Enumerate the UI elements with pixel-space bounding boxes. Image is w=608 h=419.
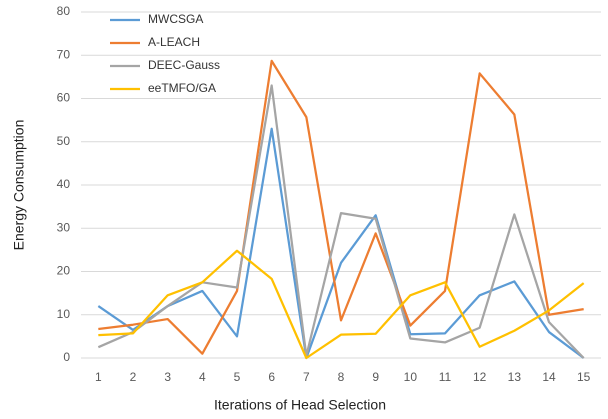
legend-label: MWCSGA — [148, 12, 203, 26]
x-tick-label: 10 — [404, 370, 418, 384]
x-tick-label: 2 — [130, 370, 137, 384]
legend-label: eeTMFO/GA — [148, 81, 216, 95]
x-tick-label: 13 — [508, 370, 522, 384]
series-line — [97, 127, 585, 360]
y-tick-label: 80 — [57, 4, 71, 18]
y-tick-label: 0 — [63, 350, 70, 364]
x-axis-title: Iterations of Head Selection — [214, 397, 386, 413]
x-tick-label: 15 — [577, 370, 591, 384]
y-tick-label: 10 — [57, 307, 71, 321]
x-tick-label: 4 — [199, 370, 206, 384]
y-tick-label: 70 — [57, 47, 71, 61]
series-line — [98, 59, 584, 355]
legend-label: DEEC-Gauss — [148, 58, 220, 72]
x-tick-label: 7 — [303, 370, 310, 384]
series-line — [98, 249, 585, 360]
y-tick-label: 50 — [57, 134, 71, 148]
x-tick-label: 6 — [268, 370, 275, 384]
x-tick-label: 3 — [164, 370, 171, 384]
x-tick-label: 5 — [234, 370, 241, 384]
legend-label: A-LEACH — [148, 35, 200, 49]
x-tick-label: 1 — [95, 370, 102, 384]
y-tick-label: 30 — [57, 220, 71, 234]
y-tick-label: 40 — [57, 177, 71, 191]
y-tick-label: 20 — [57, 264, 71, 278]
y-tick-label: 60 — [57, 91, 71, 105]
x-tick-label: 9 — [372, 370, 379, 384]
series-line — [97, 84, 585, 359]
x-tick-label: 14 — [542, 370, 556, 384]
x-tick-label: 11 — [439, 370, 452, 384]
x-tick-label: 12 — [473, 370, 487, 384]
x-tick-label: 8 — [338, 370, 345, 384]
y-axis-title: Energy Consumption — [11, 120, 27, 251]
